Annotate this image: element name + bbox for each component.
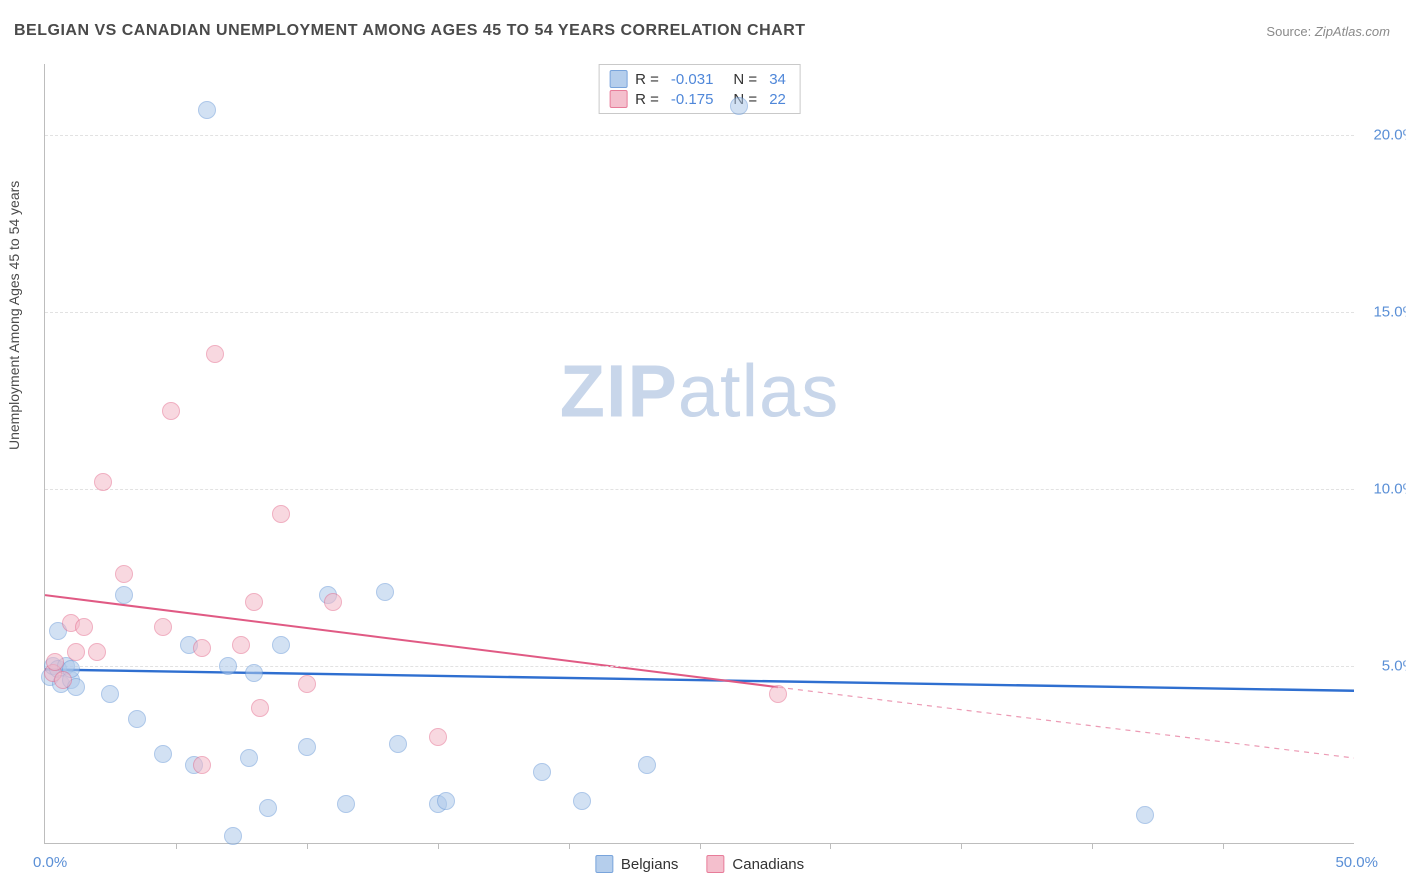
canadians-point	[193, 639, 211, 657]
stats-row-canadians: R = -0.175 N = 22	[609, 89, 790, 109]
belgians-legend-swatch-icon	[595, 855, 613, 873]
x-tick	[961, 843, 962, 849]
canadians-point	[272, 505, 290, 523]
belgians-point	[533, 763, 551, 781]
x-tick	[176, 843, 177, 849]
y-tick-label: 10.0%	[1360, 480, 1406, 497]
r-label: R =	[635, 71, 659, 88]
watermark-atlas: atlas	[678, 350, 839, 433]
chart-title: BELGIAN VS CANADIAN UNEMPLOYMENT AMONG A…	[14, 22, 806, 40]
belgians-n-value: 34	[769, 71, 786, 88]
canadians-point	[232, 636, 250, 654]
stats-row-belgians: R = -0.031 N = 34	[609, 69, 790, 89]
belgians-point	[224, 827, 242, 845]
x-tick	[700, 843, 701, 849]
belgians-point	[298, 738, 316, 756]
canadians-trendline-extrapolated	[778, 687, 1354, 758]
canadians-point	[67, 643, 85, 661]
canadians-point	[154, 618, 172, 636]
belgians-point	[259, 799, 277, 817]
gridline	[45, 312, 1354, 313]
watermark: ZIPatlas	[560, 349, 839, 434]
x-tick	[569, 843, 570, 849]
belgians-trendline	[45, 669, 1354, 690]
x-tick	[1223, 843, 1224, 849]
canadians-r-value: -0.175	[671, 91, 714, 108]
legend-item-canadians: Canadians	[706, 855, 804, 873]
trend-lines-layer	[45, 64, 1354, 843]
belgians-point	[154, 745, 172, 763]
source-credit: Source: ZipAtlas.com	[1266, 24, 1390, 39]
canadians-n-value: 22	[769, 91, 786, 108]
belgians-point	[638, 756, 656, 774]
canadians-point	[54, 671, 72, 689]
legend: Belgians Canadians	[595, 855, 804, 873]
canadians-point	[298, 675, 316, 693]
x-tick	[438, 843, 439, 849]
chart-container: BELGIAN VS CANADIAN UNEMPLOYMENT AMONG A…	[0, 0, 1406, 892]
belgians-point	[198, 101, 216, 119]
belgians-point	[337, 795, 355, 813]
plot-area: ZIPatlas R = -0.031 N = 34 R = -0.175 N …	[44, 64, 1354, 844]
canadians-point	[162, 402, 180, 420]
n-label: N =	[733, 71, 757, 88]
canadians-point	[324, 593, 342, 611]
canadians-point	[115, 565, 133, 583]
canadians-point	[75, 618, 93, 636]
belgians-point	[128, 710, 146, 728]
canadians-legend-swatch-icon	[706, 855, 724, 873]
belgians-point	[730, 97, 748, 115]
belgians-r-value: -0.031	[671, 71, 714, 88]
canadians-point	[769, 685, 787, 703]
belgians-point	[437, 792, 455, 810]
belgians-point	[573, 792, 591, 810]
belgians-swatch-icon	[609, 70, 627, 88]
belgians-point	[101, 685, 119, 703]
y-axis-label: Unemployment Among Ages 45 to 54 years	[6, 181, 22, 450]
stats-box: R = -0.031 N = 34 R = -0.175 N = 22	[598, 64, 801, 114]
canadians-point	[94, 473, 112, 491]
canadians-point	[245, 593, 263, 611]
canadians-point	[206, 345, 224, 363]
gridline	[45, 135, 1354, 136]
canadians-point	[46, 653, 64, 671]
gridline	[45, 489, 1354, 490]
canadians-point	[429, 728, 447, 746]
source-label: Source:	[1266, 24, 1311, 39]
belgians-point	[240, 749, 258, 767]
canadians-point	[193, 756, 211, 774]
belgians-point	[115, 586, 133, 604]
legend-item-belgians: Belgians	[595, 855, 679, 873]
canadians-point	[251, 699, 269, 717]
x-axis-max-label: 50.0%	[1335, 854, 1378, 871]
x-axis-min-label: 0.0%	[33, 854, 67, 871]
belgians-point	[1136, 806, 1154, 824]
canadians-point	[88, 643, 106, 661]
canadians-legend-label: Canadians	[732, 856, 804, 873]
y-tick-label: 20.0%	[1360, 126, 1406, 143]
watermark-zip: ZIP	[560, 350, 678, 433]
source-value: ZipAtlas.com	[1315, 24, 1390, 39]
r-label: R =	[635, 91, 659, 108]
canadians-swatch-icon	[609, 90, 627, 108]
y-tick-label: 5.0%	[1360, 657, 1406, 674]
belgians-point	[376, 583, 394, 601]
belgians-point	[219, 657, 237, 675]
gridline	[45, 666, 1354, 667]
x-tick	[307, 843, 308, 849]
belgians-point	[272, 636, 290, 654]
x-tick	[830, 843, 831, 849]
belgians-point	[245, 664, 263, 682]
canadians-trendline	[45, 595, 778, 687]
belgians-legend-label: Belgians	[621, 856, 679, 873]
y-tick-label: 15.0%	[1360, 303, 1406, 320]
belgians-point	[389, 735, 407, 753]
x-tick	[1092, 843, 1093, 849]
